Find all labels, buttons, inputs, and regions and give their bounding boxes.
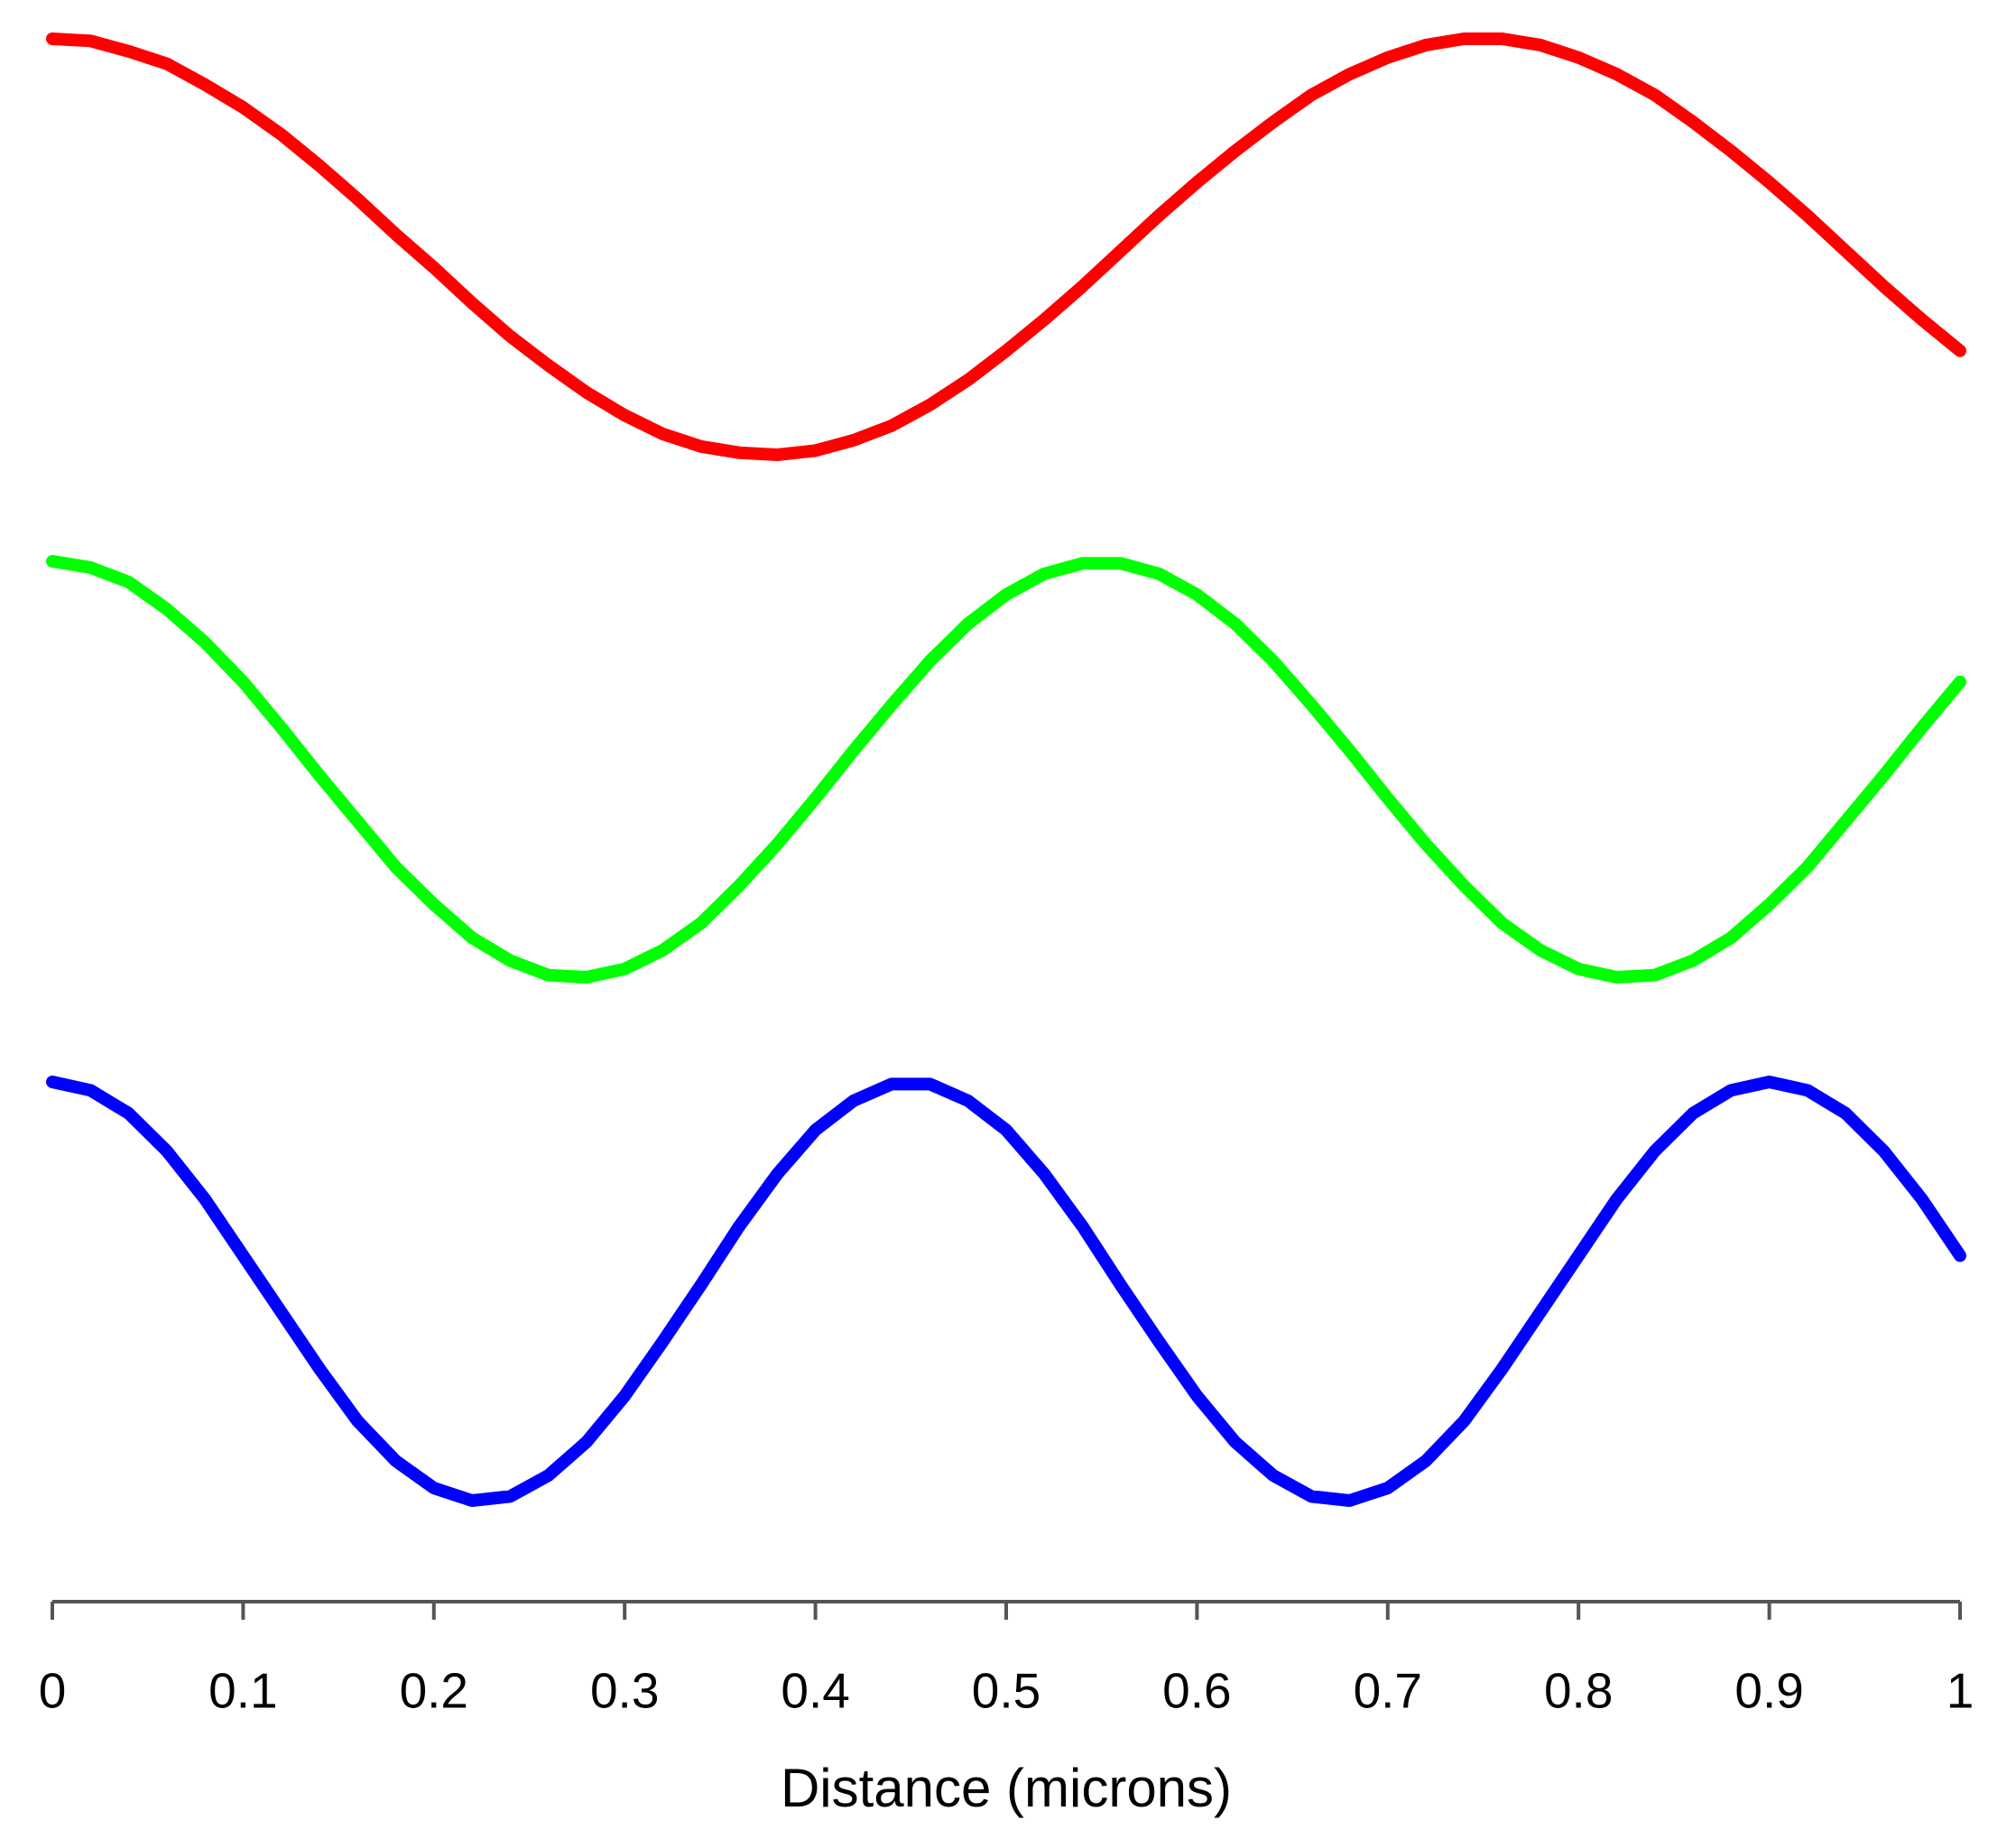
x-tick-label: 0.7 — [1354, 1663, 1422, 1719]
x-tick-label: 0.9 — [1734, 1663, 1803, 1719]
x-tick-label: 0.8 — [1544, 1663, 1613, 1719]
x-tick-label: 0.4 — [781, 1663, 849, 1719]
x-axis-label: Distance (microns) — [781, 1758, 1232, 1818]
x-tick-label: 0.3 — [590, 1663, 659, 1719]
x-tick-label: 1 — [1947, 1663, 1974, 1719]
x-tick-label: 0.6 — [1162, 1663, 1231, 1719]
x-tick-label: 0.2 — [400, 1663, 468, 1719]
line-series — [46, 32, 1966, 461]
x-tick-label: 0.5 — [972, 1663, 1040, 1719]
x-tick-label: 0.1 — [208, 1663, 277, 1719]
x-tick-label: 0 — [39, 1663, 67, 1719]
line-series — [46, 1076, 1966, 1507]
line-series — [46, 555, 1966, 984]
